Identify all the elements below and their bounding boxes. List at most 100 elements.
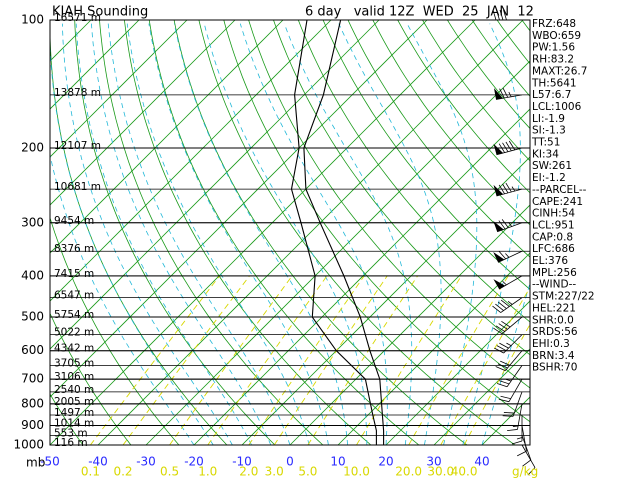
mixing-ratio-label: 30.0 <box>427 465 454 479</box>
height-label: 1497 m <box>54 407 94 419</box>
y-tick-label: 400 <box>21 268 44 282</box>
moist-adiabat <box>50 152 195 445</box>
height-label: 16571 m <box>54 12 101 24</box>
dry-adiabat <box>50 312 132 445</box>
y-tick-label: 300 <box>21 215 44 229</box>
x-tick-label: 10 <box>330 455 345 469</box>
wind-barb <box>494 334 523 354</box>
moist-adiabat <box>50 31 214 445</box>
dry-adiabat <box>447 20 530 130</box>
wind-barb <box>498 378 523 403</box>
x-tick-label: -50 <box>40 455 60 469</box>
index-text: LI:-1.9 <box>532 113 565 125</box>
index-text: --WIND-- <box>532 279 576 291</box>
height-label: 553 m <box>54 428 88 440</box>
x-tick-label: 20 <box>378 455 393 469</box>
dry-adiabat <box>397 20 530 194</box>
wind-barb <box>492 297 523 313</box>
x-tick-label: 40 <box>474 455 489 469</box>
x-tick-label: 0 <box>286 455 294 469</box>
index-text: HEL:221 <box>532 302 576 314</box>
x-tick-label: -40 <box>88 455 108 469</box>
dry-adiabat <box>198 20 516 445</box>
profile-line <box>290 19 377 445</box>
x-tick-label: -10 <box>232 455 252 469</box>
height-label: 12107 m <box>54 140 101 152</box>
moist-adiabat <box>481 281 530 445</box>
index-text: MAXT:26.7 <box>532 65 587 77</box>
mixing-ratio-label: 20.0 <box>395 465 422 479</box>
height-label: 2540 m <box>54 384 94 396</box>
dry-adiabat <box>148 20 420 445</box>
height-label: 8376 m <box>54 243 94 255</box>
isotherm <box>337 252 530 445</box>
wind-barb <box>493 219 523 233</box>
isotherm <box>433 348 530 445</box>
chart-subtitle: 6 day valid 12Z WED 25 JAN 12 <box>305 5 534 20</box>
index-text: L57:6.7 <box>532 89 571 101</box>
dry-adiabat <box>173 20 468 445</box>
index-text: TT:51 <box>531 137 560 149</box>
wind-barb <box>493 250 523 263</box>
mixing-ratio-label: 10.0 <box>343 465 370 479</box>
wind-barb <box>502 391 523 417</box>
moist-adiabat <box>239 23 388 445</box>
height-label: 5754 m <box>54 309 94 321</box>
wind-barb <box>494 87 523 100</box>
index-text: CINH:54 <box>532 208 575 220</box>
dry-adiabat <box>124 20 372 445</box>
index-text: RH:83.2 <box>532 54 574 66</box>
mixing-ratio-unit: g/kg <box>512 465 538 479</box>
moist-adiabat <box>75 23 252 445</box>
y-tick-label: 800 <box>21 396 44 410</box>
index-text: SI:-1.3 <box>532 125 566 137</box>
height-label: 9454 m <box>54 215 94 227</box>
mixing-ratio-label: 0.1 <box>81 465 100 479</box>
index-text: CAPE:241 <box>532 196 583 208</box>
x-tick-label: -30 <box>136 455 156 469</box>
chart-title: KIAH Sounding <box>52 5 148 20</box>
index-text: LCL:951 <box>532 219 575 231</box>
isotherm <box>241 156 530 445</box>
moist-adiabat <box>462 23 521 445</box>
height-label: 3106 m <box>54 371 94 383</box>
height-label: 116 m <box>54 437 88 449</box>
dry-adiabat <box>273 20 530 356</box>
wind-barb <box>497 365 523 388</box>
mixing-ratio-label: 5.0 <box>298 465 317 479</box>
y-tick-label: 200 <box>21 140 44 154</box>
index-text: WBO:659 <box>532 30 581 42</box>
dry-adiabat <box>297 20 530 323</box>
height-label: 7415 m <box>54 268 94 280</box>
dry-adiabat <box>74 20 276 445</box>
wind-barb <box>495 350 523 371</box>
index-text: STM:227/22 <box>532 291 595 303</box>
y-tick-label: 900 <box>21 418 44 432</box>
moist-adiabat <box>283 23 413 445</box>
y-tick-label: 100 <box>21 13 44 27</box>
dry-adiabat <box>422 20 530 162</box>
index-text: BRN:3.4 <box>532 350 575 362</box>
y-unit: mb <box>26 456 45 470</box>
height-label: 6547 m <box>54 290 94 302</box>
height-label: 4342 m <box>54 343 94 355</box>
isotherm <box>50 20 428 398</box>
y-tick-label: 600 <box>21 343 44 357</box>
wind-barb <box>493 182 523 197</box>
dry-adiabat <box>372 20 530 226</box>
height-label: 10681 m <box>54 181 101 193</box>
index-text: CAP:0.8 <box>532 231 573 243</box>
y-tick-label: 500 <box>21 310 44 324</box>
mixing-ratio-label: 0.5 <box>160 465 179 479</box>
isotherm <box>193 108 530 445</box>
index-text: PW:1.56 <box>532 42 575 54</box>
moist-adiabat <box>62 23 233 445</box>
height-label: 2005 m <box>54 396 94 408</box>
isotherm <box>50 20 332 302</box>
height-label: 5022 m <box>54 327 94 339</box>
index-text: LCL:1006 <box>532 101 582 113</box>
wind-barb <box>493 140 523 156</box>
isotherm <box>50 20 476 445</box>
height-label: 3705 m <box>54 357 94 369</box>
